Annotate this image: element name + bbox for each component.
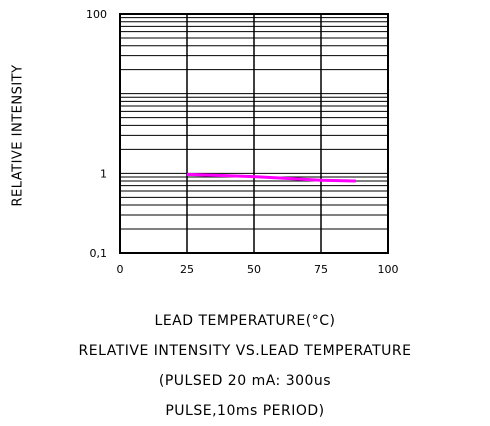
x-tick-label: 25 [180, 263, 194, 276]
plot-border [119, 13, 389, 254]
x-tick-label: 0 [117, 263, 124, 276]
x-tick-label: 100 [378, 263, 399, 276]
y-axis-label: RELATIVE INTENSITY [10, 63, 26, 207]
x-tick-label: 75 [314, 263, 328, 276]
grid-lines [120, 14, 388, 253]
y-tick-label: 0,1 [90, 247, 108, 260]
y-tick-label: 100 [86, 8, 107, 21]
y-tick-labels: 100 1 0,1 [86, 8, 107, 260]
x-tick-labels: 0 25 50 75 100 [117, 263, 399, 276]
series-lines [186, 172, 356, 183]
caption-line-1: RELATIVE INTENSITY VS.LEAD TEMPERATURE [78, 343, 412, 359]
y-axis-label-box: RELATIVE INTENSITY [4, 30, 32, 240]
plot-frame [119, 13, 389, 254]
series-line [186, 172, 356, 183]
x-tick-label: 50 [247, 263, 261, 276]
caption-line-3: PULSE,10ms PERIOD) [165, 403, 325, 419]
caption-line-2: (PULSED 20 mA: 300us [158, 373, 332, 389]
y-tick-label: 1 [100, 167, 107, 180]
x-axis-label: LEAD TEMPERATURE(°C) [154, 313, 336, 329]
